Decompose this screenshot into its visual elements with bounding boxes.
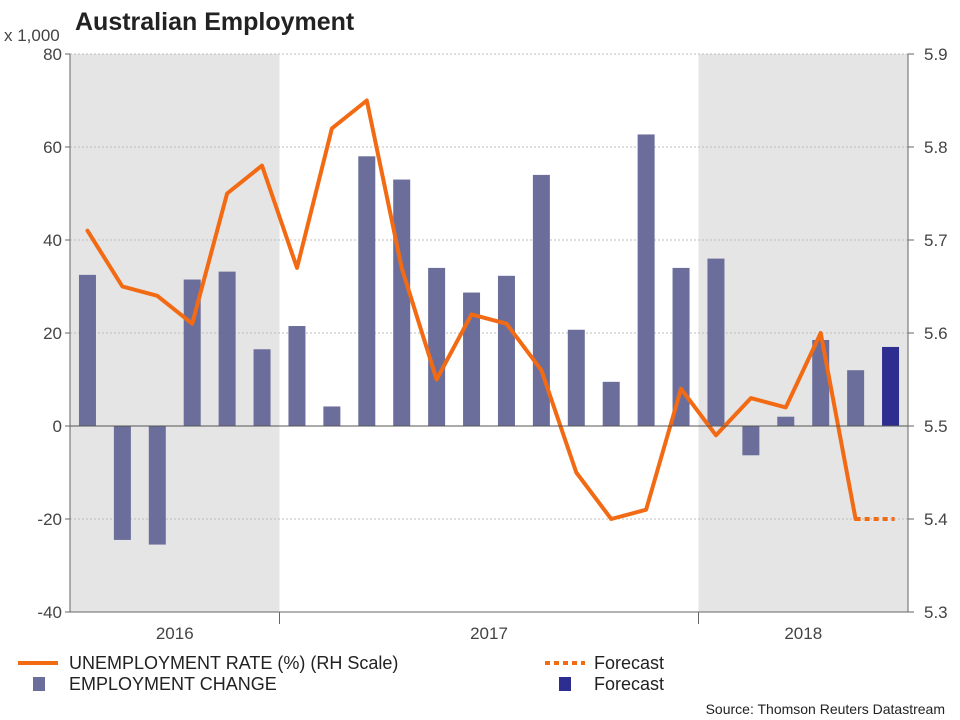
employment-bar xyxy=(637,134,655,426)
employment-bar xyxy=(707,258,725,426)
employment-bar xyxy=(113,426,131,540)
right-tick-label: 5.7 xyxy=(924,231,948,250)
right-tick-label: 5.6 xyxy=(924,324,948,343)
chart-title: Australian Employment xyxy=(75,8,355,36)
employment-bar xyxy=(253,349,271,426)
employment-bar xyxy=(602,381,620,426)
legend-employment-swatch xyxy=(33,677,45,691)
employment-bar xyxy=(567,329,585,426)
legend: UNEMPLOYMENT RATE (%) (RH Scale) Forecas… xyxy=(18,653,664,694)
legend-employment-label: EMPLOYMENT CHANGE xyxy=(69,674,277,694)
year-label-2017: 2017 xyxy=(470,624,508,643)
legend-rate-forecast-label: Forecast xyxy=(594,653,664,673)
right-tick-label: 5.9 xyxy=(924,45,948,64)
right-tick-label: 5.5 xyxy=(924,417,948,436)
right-tick-label: 5.4 xyxy=(924,510,948,529)
unemployment-rate-line xyxy=(85,98,858,521)
employment-bar xyxy=(497,275,515,426)
employment-bar xyxy=(358,156,376,427)
axes: 80 60 40 20 0 -20 -40 5.9 5.8 5.7 5.6 5.5 5.4 5.3 2016… xyxy=(37,45,947,643)
unemployment-line xyxy=(85,98,895,521)
year-label-2016: 2016 xyxy=(156,624,194,643)
employment-bar xyxy=(812,339,830,426)
employment-bar xyxy=(183,279,201,426)
employment-bar xyxy=(777,416,795,426)
employment-forecast-bar xyxy=(882,346,900,426)
legend-rate-label: UNEMPLOYMENT RATE (%) (RH Scale) xyxy=(69,653,398,673)
employment-bar xyxy=(428,267,446,426)
left-tick-label: 80 xyxy=(43,45,62,64)
employment-bar xyxy=(742,426,760,456)
employment-bar xyxy=(323,406,341,426)
left-unit-label: x 1,000 xyxy=(4,26,60,45)
employment-bar xyxy=(218,271,236,426)
employment-bar xyxy=(148,426,166,545)
left-tick-label: -40 xyxy=(37,603,62,622)
left-tick-label: 20 xyxy=(43,324,62,343)
left-tick-label: 60 xyxy=(43,138,62,157)
employment-bar xyxy=(288,326,306,426)
employment-bar xyxy=(393,179,411,426)
year-label-2018: 2018 xyxy=(784,624,822,643)
legend-employment-forecast-swatch xyxy=(559,677,571,691)
legend-employment-forecast-label: Forecast xyxy=(594,674,664,694)
left-tick-label: 0 xyxy=(53,417,62,436)
right-tick-label: 5.3 xyxy=(924,603,948,622)
source-note: Source: Thomson Reuters Datastream xyxy=(706,701,945,717)
left-tick-label: 40 xyxy=(43,231,62,250)
employment-bar xyxy=(672,267,690,426)
left-tick-label: -20 xyxy=(37,510,62,529)
right-tick-label: 5.8 xyxy=(924,138,948,157)
employment-bar xyxy=(78,274,96,426)
employment-bar xyxy=(847,370,865,426)
